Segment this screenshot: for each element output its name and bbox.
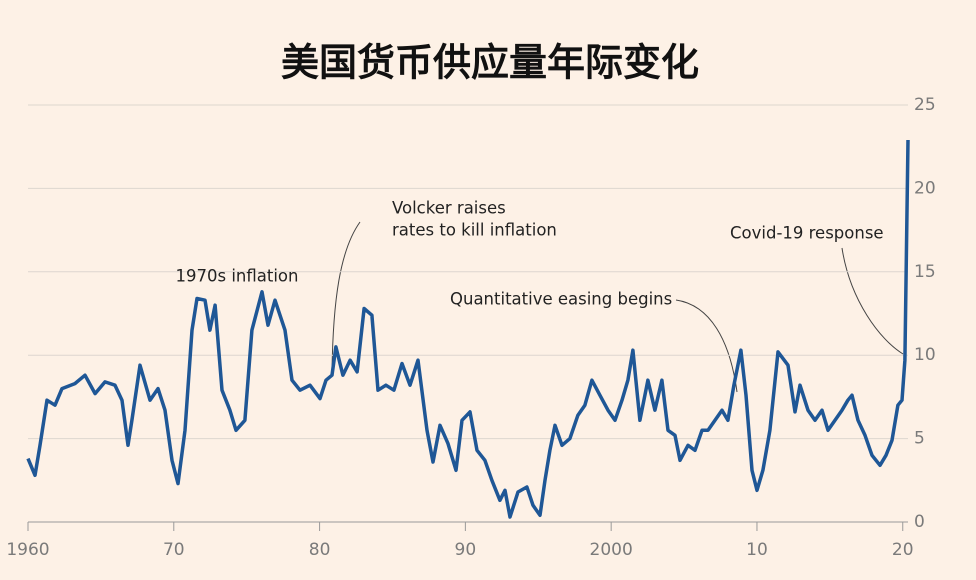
x-tick-label: 90 — [455, 540, 477, 560]
x-tick-label: 2000 — [590, 540, 633, 560]
y-tick-label: 15 — [914, 262, 936, 282]
chart-title: 美国货币供应量年际变化 — [281, 40, 699, 85]
y-tick-label: 20 — [914, 178, 936, 198]
y-tick-label: 25 — [914, 95, 936, 115]
x-tick-label: 80 — [309, 540, 331, 560]
leader-line — [841, 247, 904, 355]
annotation: Volcker raises — [392, 199, 506, 218]
x-tick-label: 70 — [163, 540, 185, 560]
y-tick-label: 10 — [914, 345, 936, 365]
annotation: 1970s inflation — [176, 267, 299, 286]
data-line — [26, 139, 910, 519]
x-tick-label: 20 — [892, 540, 914, 560]
y-tick-label: 0 — [914, 512, 925, 532]
annotation: Quantitative easing begins — [450, 290, 672, 309]
x-tick-label: 10 — [746, 540, 768, 560]
leader-line — [331, 221, 361, 373]
x-tick-label: 1960 — [6, 540, 49, 560]
annotation: rates to kill inflation — [392, 221, 557, 240]
y-tick-label: 5 — [914, 429, 925, 449]
annotation: Covid-19 response — [730, 224, 884, 243]
